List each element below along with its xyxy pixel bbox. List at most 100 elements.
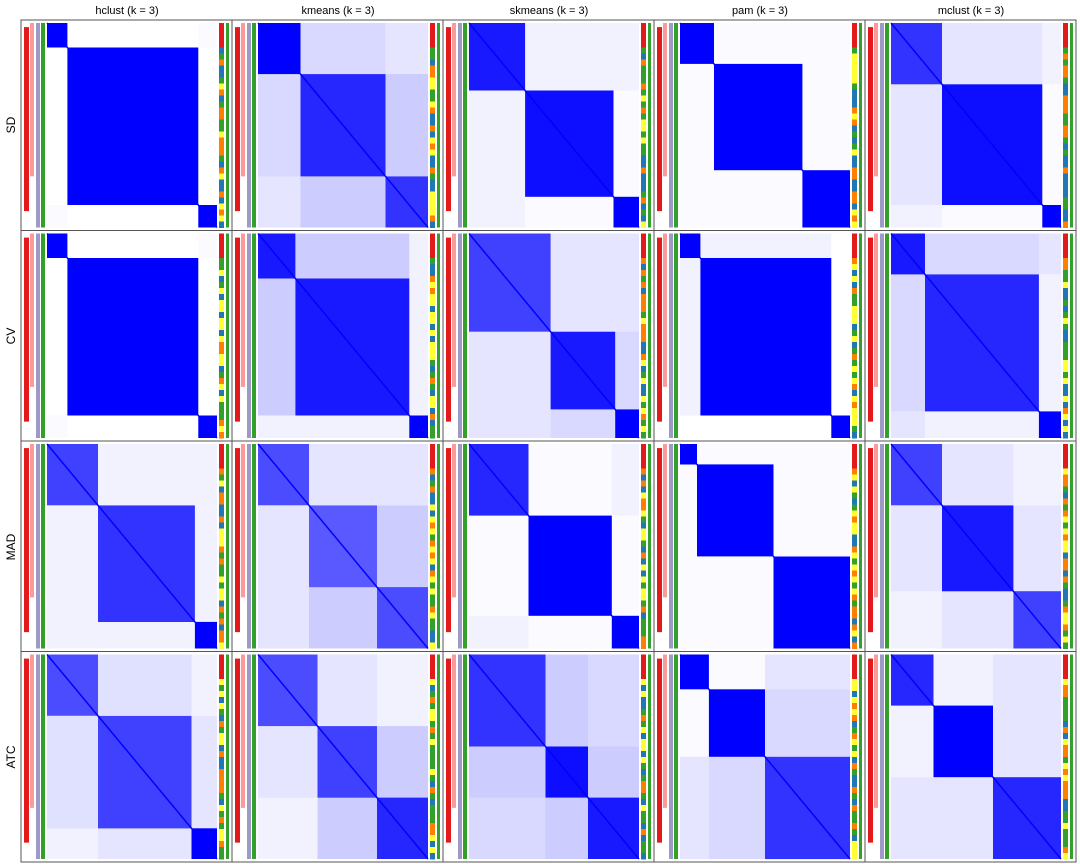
right-annotation-segment	[641, 486, 646, 493]
right-annotation-segment	[430, 318, 435, 325]
left-annotation-bar	[252, 444, 256, 649]
left-annotation-bar	[41, 23, 45, 228]
right-annotation-segment	[852, 390, 857, 397]
right-annotation-bar	[437, 233, 440, 438]
heatmap-block	[700, 233, 832, 258]
right-annotation-segment	[641, 101, 646, 108]
heatmap-block	[925, 411, 1039, 438]
right-annotation-segment	[641, 805, 646, 812]
left-annotation-bar	[674, 654, 678, 859]
right-annotation-segment	[1063, 510, 1068, 517]
right-annotation-segment	[1063, 348, 1068, 355]
right-annotation-segment	[1063, 149, 1068, 156]
right-annotation-segment	[852, 342, 857, 349]
heatmap-block	[1013, 444, 1061, 506]
right-annotation-segment	[1063, 793, 1068, 800]
heatmap-block	[258, 176, 301, 228]
right-annotation-segment	[430, 270, 435, 277]
right-annotation-segment	[852, 594, 857, 601]
right-annotation-segment	[852, 384, 857, 391]
heatmap-block	[680, 416, 700, 439]
heatmap-block	[680, 464, 697, 556]
right-annotation-segment	[641, 131, 646, 138]
heatmap-block	[680, 689, 709, 757]
right-annotation-segment	[430, 426, 435, 433]
heatmap-block	[714, 170, 802, 227]
right-annotation-segment	[430, 606, 435, 613]
heatmap-block	[993, 705, 1061, 778]
heatmap-diagonal	[890, 22, 1062, 228]
heatmap-block	[47, 715, 98, 829]
right-annotation-segment	[641, 384, 646, 391]
right-annotation-segment	[1063, 504, 1068, 511]
right-annotation-segment	[1063, 835, 1068, 842]
right-annotation-segment	[219, 697, 224, 704]
left-annotation-bar	[885, 654, 889, 859]
left-annotation-bar	[663, 23, 667, 177]
right-annotation-segment	[852, 763, 857, 770]
right-annotation-segment	[641, 209, 646, 216]
right-annotation-segment	[1063, 312, 1068, 319]
right-annotation-bar	[226, 654, 229, 859]
panel-grid	[20, 19, 1077, 863]
right-annotation-segment	[1063, 588, 1068, 595]
right-annotation-segment	[430, 763, 435, 770]
right-annotation-segment	[1063, 697, 1068, 704]
right-annotation-segment	[219, 420, 224, 427]
right-annotation-segment	[430, 829, 435, 836]
right-annotation-segment	[852, 300, 857, 307]
right-annotation-segment	[852, 582, 857, 589]
left-annotation-bar	[247, 233, 251, 438]
right-annotation-segment	[641, 324, 646, 331]
right-annotation-segment	[430, 781, 435, 788]
right-annotation-segment	[641, 348, 646, 355]
right-annotation-segment	[1063, 83, 1068, 90]
right-annotation-segment	[219, 312, 224, 319]
heatmap-block	[529, 616, 612, 649]
right-annotation-bar	[1063, 233, 1068, 259]
right-annotation-bar	[430, 444, 435, 469]
right-annotation-segment	[219, 125, 224, 132]
left-annotation-bar	[868, 448, 873, 633]
right-annotation-segment	[641, 835, 646, 842]
heatmap-block	[802, 23, 850, 64]
right-annotation-segment	[641, 396, 646, 403]
right-annotation-segment	[430, 685, 435, 692]
right-annotation-segment	[1063, 787, 1068, 794]
right-annotation-segment	[641, 221, 646, 228]
right-annotation-segment	[1063, 294, 1068, 301]
right-annotation-segment	[852, 480, 857, 487]
right-annotation-segment	[852, 432, 857, 439]
right-annotation-segment	[641, 402, 646, 409]
right-annotation-segment	[852, 209, 857, 216]
left-annotation-bar	[674, 444, 678, 649]
heatmap-block	[708, 756, 765, 860]
right-annotation-bar	[859, 23, 862, 228]
right-annotation-segment	[219, 853, 224, 860]
right-annotation-segment	[852, 504, 857, 511]
right-annotation-segment	[852, 143, 857, 150]
heatmap-block	[47, 416, 67, 439]
right-annotation-segment	[641, 59, 646, 66]
left-annotation-bar	[252, 23, 256, 228]
right-annotation-segment	[1063, 342, 1068, 349]
right-annotation-segment	[641, 330, 646, 337]
right-annotation-segment	[852, 155, 857, 162]
right-annotation-segment	[430, 101, 435, 108]
left-annotation-bar	[669, 233, 673, 438]
left-annotation-bar	[452, 233, 456, 387]
left-annotation-bar	[880, 444, 884, 649]
right-annotation-bar	[648, 654, 651, 859]
left-annotation-bar	[669, 654, 673, 859]
heatmap-block	[615, 233, 639, 332]
right-annotation-segment	[430, 504, 435, 511]
right-annotation-segment	[219, 600, 224, 607]
right-annotation-segment	[1063, 570, 1068, 577]
right-annotation-segment	[430, 143, 435, 150]
panel-border	[864, 651, 1077, 863]
right-annotation-segment	[219, 504, 224, 511]
heatmap-block	[469, 196, 526, 228]
right-annotation-segment	[1063, 197, 1068, 204]
right-annotation-segment	[1063, 330, 1068, 337]
right-annotation-segment	[641, 516, 646, 523]
